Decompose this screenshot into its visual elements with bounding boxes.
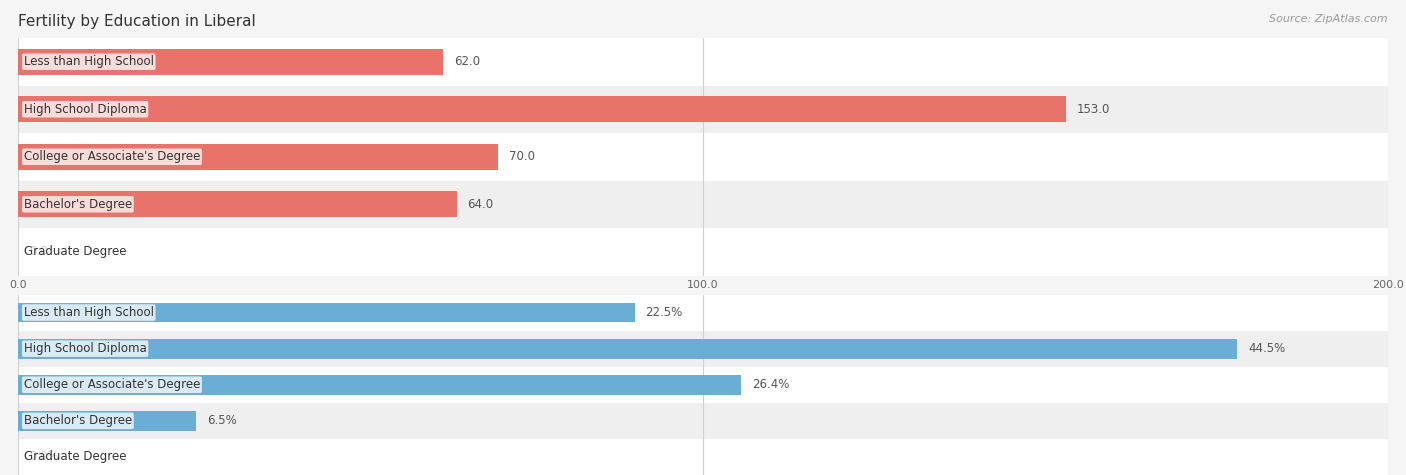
Bar	[18, 49, 443, 75]
Text: College or Associate's Degree: College or Associate's Degree	[24, 378, 200, 391]
Text: College or Associate's Degree: College or Associate's Degree	[24, 150, 200, 163]
Bar	[18, 303, 634, 323]
Bar	[18, 191, 457, 218]
Bar	[18, 96, 1066, 123]
Text: 44.5%: 44.5%	[1249, 342, 1285, 355]
Text: 0.0: 0.0	[30, 245, 48, 258]
Bar	[18, 367, 1388, 403]
Text: 0.0%: 0.0%	[30, 450, 59, 464]
Bar	[18, 133, 1388, 180]
Text: 153.0: 153.0	[1077, 103, 1111, 116]
Text: Fertility by Education in Liberal: Fertility by Education in Liberal	[18, 14, 256, 29]
Text: 22.5%: 22.5%	[645, 306, 683, 319]
Bar	[18, 411, 197, 431]
Bar	[18, 86, 1388, 133]
Text: 6.5%: 6.5%	[207, 414, 238, 428]
Bar	[18, 339, 1237, 359]
Text: Bachelor's Degree: Bachelor's Degree	[24, 414, 132, 428]
Bar	[18, 375, 741, 395]
Bar	[18, 180, 1388, 228]
Text: 70.0: 70.0	[509, 150, 534, 163]
Text: Less than High School: Less than High School	[24, 55, 153, 68]
Text: Graduate Degree: Graduate Degree	[24, 245, 127, 258]
Text: 62.0: 62.0	[454, 55, 479, 68]
Bar	[18, 294, 1388, 331]
Text: Source: ZipAtlas.com: Source: ZipAtlas.com	[1270, 14, 1388, 24]
Bar	[18, 331, 1388, 367]
Text: 64.0: 64.0	[467, 198, 494, 211]
Text: High School Diploma: High School Diploma	[24, 103, 146, 116]
Text: Less than High School: Less than High School	[24, 306, 153, 319]
Bar	[18, 403, 1388, 439]
Bar	[18, 228, 1388, 276]
Text: Bachelor's Degree: Bachelor's Degree	[24, 198, 132, 211]
Bar	[18, 144, 498, 170]
Text: Graduate Degree: Graduate Degree	[24, 450, 127, 464]
Bar	[18, 38, 1388, 86]
Bar	[18, 439, 1388, 475]
Text: High School Diploma: High School Diploma	[24, 342, 146, 355]
Text: 26.4%: 26.4%	[752, 378, 790, 391]
